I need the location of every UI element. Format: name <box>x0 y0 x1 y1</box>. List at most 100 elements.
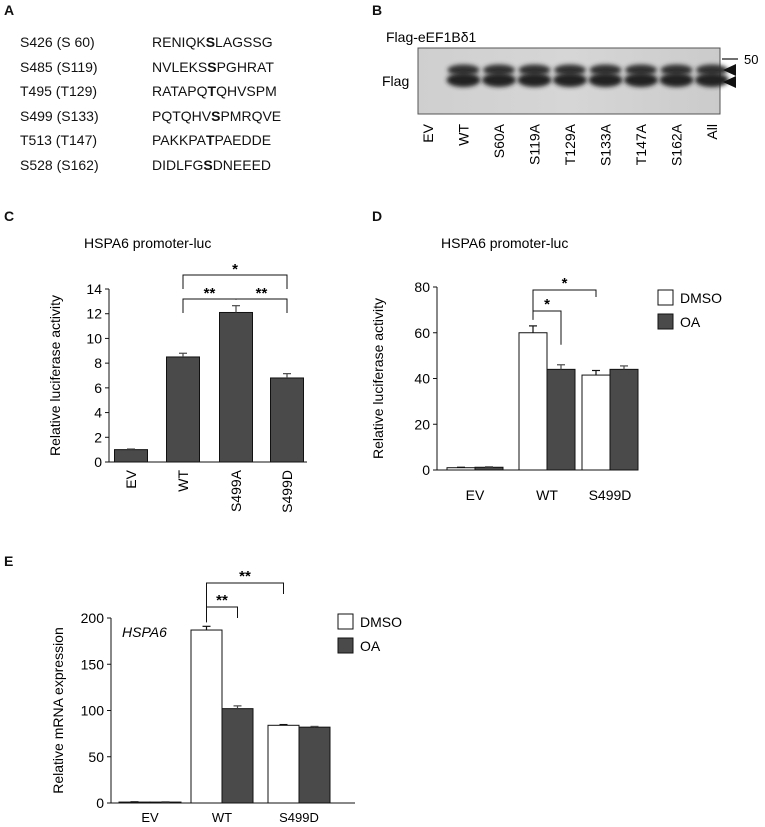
y-tick-label: 20 <box>414 416 430 432</box>
sequence-residue: T <box>207 83 217 100</box>
panel-label-c: C <box>4 208 15 224</box>
band-upper <box>660 64 693 76</box>
band-upper <box>625 64 657 76</box>
band-lower <box>659 73 694 87</box>
legend-label: OA <box>360 638 381 654</box>
bar <box>270 377 304 463</box>
lower-band-arrowhead <box>723 76 736 88</box>
band-lower <box>553 73 587 87</box>
x-tick-label: WT <box>212 810 232 825</box>
band-upper <box>554 64 586 76</box>
significance-bracket <box>206 606 238 623</box>
sequence-pre: RATAPQ <box>152 83 208 100</box>
site-label: S528 (S162) <box>20 156 99 173</box>
site-label: S485 (S119) <box>20 58 98 75</box>
chart-title: HSPA6 promoter-luc <box>441 235 568 251</box>
band-lower <box>446 73 481 87</box>
bar <box>221 708 254 804</box>
panel-label-a: A <box>4 2 15 18</box>
sequence-post: DNEEED <box>212 156 272 173</box>
site-label: T513 (T147) <box>20 132 98 149</box>
y-tick-label: 4 <box>94 405 102 421</box>
sequence-residue: S <box>205 34 216 50</box>
sequence-residue: T <box>205 132 215 149</box>
lane-label: All <box>704 124 720 140</box>
band-upper <box>447 64 480 76</box>
chart-title: HSPA6 <box>122 624 167 640</box>
sequence-pre: NVLEKS <box>152 58 208 75</box>
x-tick-label: S499D <box>279 470 295 513</box>
blot-row-label: Flag <box>382 73 409 89</box>
legend-label: DMSO <box>680 290 722 306</box>
x-tick-label: EV <box>123 469 139 488</box>
sequence-pre: PAKKPA <box>152 132 206 149</box>
sequence-list: S426 (S 60) RENIQKSLAGSSG S485 (S119) NVLE… <box>20 30 281 178</box>
blot-bands <box>446 64 729 87</box>
lane-label: S60A <box>491 123 507 158</box>
sequence-post: LAGSSG <box>215 34 273 50</box>
sequence-pre: RENIQK <box>152 34 206 50</box>
band-lower <box>695 73 729 87</box>
significance-bracket <box>182 274 288 289</box>
chart-title: HSPA6 promoter-luc <box>84 235 211 251</box>
sequence-row: T513 (T147) PAKKPATPAEDDE <box>20 128 281 153</box>
y-tick-label: 50 <box>88 749 104 765</box>
lane-label: S119A <box>527 123 543 165</box>
y-tick-label: 40 <box>414 371 430 387</box>
bar <box>219 311 253 463</box>
significance-bracket <box>235 298 288 313</box>
x-tick-label: WT <box>175 470 191 492</box>
y-tick-label: 0 <box>94 454 102 470</box>
sequence-row: S499 (S133) PQTQHVSPMRQVE <box>20 104 281 129</box>
lane-label: S162A <box>669 123 685 166</box>
sequence-row: T495 (T129) RATAPQTQHVSPM <box>20 79 281 104</box>
panel-label-b: B <box>372 2 383 18</box>
sequence-residue: S <box>207 58 217 75</box>
y-tick-label: 0 <box>96 795 104 811</box>
y-tick-label: 80 <box>414 279 430 295</box>
y-tick-label: 60 <box>414 325 430 341</box>
bar <box>546 368 576 471</box>
significance-bracket <box>206 582 284 613</box>
band-upper <box>483 64 515 76</box>
legend-swatch <box>657 313 674 330</box>
marker-label: 50 <box>744 52 758 67</box>
sequence-pre: PQTQHV <box>152 107 212 124</box>
sequence-pre: DIDLFG <box>152 156 204 173</box>
sequence-row: S426 (S 60) RENIQKSLAGSSG <box>20 30 281 55</box>
sequence-residue: S <box>203 156 213 173</box>
x-tick-label: S499D <box>279 810 319 825</box>
band-upper <box>518 64 551 76</box>
panel-label-d: D <box>372 208 383 224</box>
y-tick-label: 6 <box>94 380 102 396</box>
site-label: S499 (S133) <box>20 107 99 124</box>
upper-band-arrowhead <box>723 64 736 76</box>
band-lower <box>482 73 516 87</box>
band-lower <box>517 73 552 87</box>
legend-swatch <box>337 613 354 630</box>
sequence-row: S485 (S119) NVLEKSSPGHRAT <box>20 55 281 80</box>
band-lower <box>624 73 658 87</box>
x-tick-label: EV <box>141 810 159 825</box>
bar <box>298 726 331 804</box>
y-tick-label: 12 <box>86 306 102 322</box>
significance-bracket <box>532 310 562 345</box>
y-tick-label: 2 <box>94 429 102 445</box>
blot-title: Flag-eEF1Bδ1 <box>386 29 476 45</box>
site-label: T495 (T129) <box>20 83 98 100</box>
sequence-post: QHVSPM <box>216 83 277 100</box>
significance-label: * <box>544 296 550 313</box>
lane-label: T129A <box>562 123 578 165</box>
y-tick-label: 150 <box>81 656 105 672</box>
x-tick-label: S499D <box>589 487 632 503</box>
lane-label: WT <box>456 124 472 146</box>
bar <box>609 368 639 471</box>
bar <box>190 629 223 804</box>
sequence-row: S528 (S162) DIDLFGSDNEEED <box>20 153 281 178</box>
band-upper <box>589 64 622 76</box>
x-tick-label: EV <box>466 487 485 503</box>
